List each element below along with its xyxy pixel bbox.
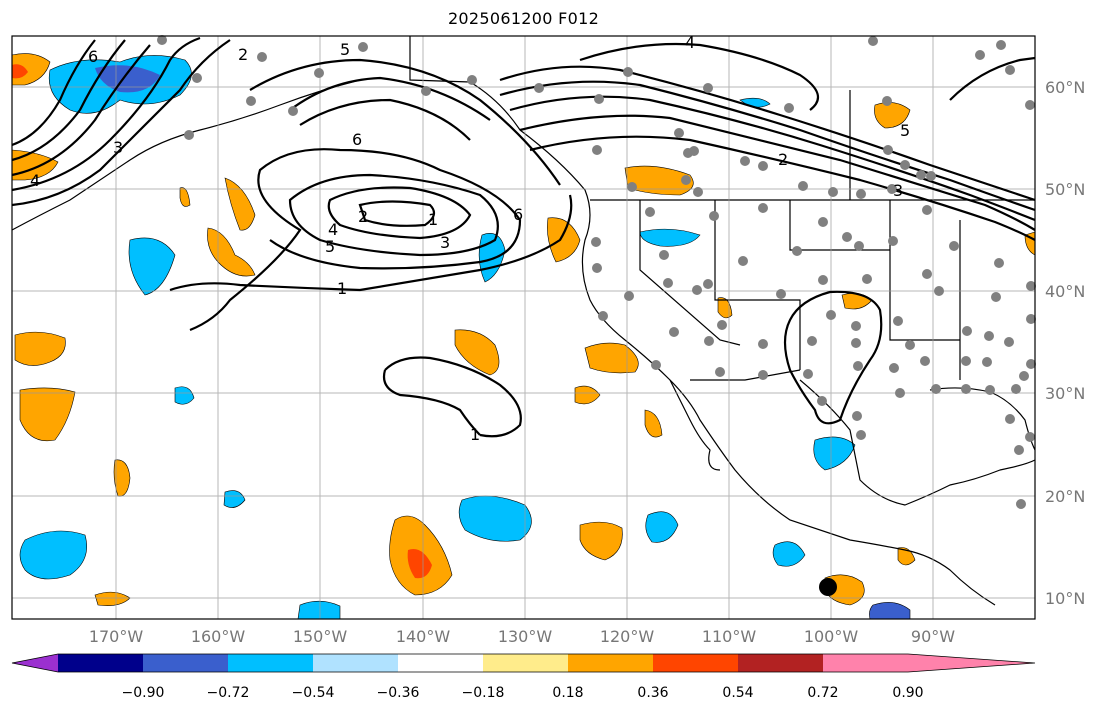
contour-label: 4 xyxy=(328,220,338,239)
colorbar-tick: −0.18 xyxy=(462,685,505,701)
contour-label: 1 xyxy=(337,279,347,298)
lon-label: 150°W xyxy=(293,627,348,646)
colorbar-tick: 0.72 xyxy=(807,685,838,701)
coastlines xyxy=(11,36,1036,606)
colorbar-segment xyxy=(143,654,229,672)
contour-labels: 6 5 4 3 2 1 6 5 4 3 2 1 1 6 5 4 3 2 xyxy=(30,33,910,444)
colorbar-extend-min xyxy=(12,654,58,672)
lon-label: 160°W xyxy=(191,627,246,646)
contour-label: 2 xyxy=(778,150,788,169)
colorbar-tick: 0.18 xyxy=(552,685,583,701)
lat-label: 20°N xyxy=(1045,487,1085,506)
colorbar-segment xyxy=(738,654,824,672)
lat-label: 10°N xyxy=(1045,589,1085,608)
longitude-labels: 170°W 160°W 150°W 140°W 130°W 120°W 110°… xyxy=(89,627,955,646)
contour-label: 6 xyxy=(88,47,98,66)
station-dots xyxy=(157,35,1036,509)
colorbar-tick: 0.90 xyxy=(892,685,923,701)
contour-lines xyxy=(11,36,1036,438)
shaded-anomalies xyxy=(11,53,1036,620)
colorbar-segment xyxy=(228,654,314,672)
lat-label: 60°N xyxy=(1045,78,1085,97)
lon-label: 100°W xyxy=(804,627,859,646)
colorbar-segment xyxy=(58,654,144,672)
contour-label: 2 xyxy=(238,45,248,64)
contour-label: 5 xyxy=(340,40,350,59)
contour-label: 3 xyxy=(893,181,903,200)
contour-label: 3 xyxy=(440,233,450,252)
colorbar: −0.90 −0.72 −0.54 −0.36 −0.18 0.18 0.36 … xyxy=(11,653,1036,701)
colorbar-segment xyxy=(483,654,569,672)
colorbar-extend-max xyxy=(908,654,1035,672)
lon-label: 90°W xyxy=(911,627,955,646)
contour-label: 2 xyxy=(358,207,368,226)
colorbar-segment xyxy=(313,654,399,672)
lat-label: 40°N xyxy=(1045,282,1085,301)
contour-label: 6 xyxy=(352,130,362,149)
map-title: 2025061200 F012 xyxy=(447,9,600,28)
contour-label: 4 xyxy=(685,33,695,52)
latitude-labels: 60°N 50°N 40°N 30°N 20°N 10°N xyxy=(1045,78,1085,608)
contour-label: 5 xyxy=(900,121,910,140)
contour-label: 1 xyxy=(428,210,438,229)
contour-label: 3 xyxy=(113,138,123,157)
lat-label: 50°N xyxy=(1045,180,1085,199)
colorbar-segment xyxy=(823,654,909,672)
lon-label: 120°W xyxy=(600,627,655,646)
contour-label: 5 xyxy=(325,237,335,256)
colorbar-tick: −0.54 xyxy=(292,685,335,701)
colorbar-tick: 0.36 xyxy=(637,685,668,701)
colorbar-segment xyxy=(568,654,654,672)
contour-label: 6 xyxy=(513,205,523,224)
contour-label: 4 xyxy=(30,171,40,190)
marker-dot xyxy=(819,578,837,596)
lon-label: 140°W xyxy=(396,627,451,646)
colorbar-segment xyxy=(398,654,484,672)
lon-label: 110°W xyxy=(702,627,757,646)
lat-label: 30°N xyxy=(1045,384,1085,403)
colorbar-tick: −0.90 xyxy=(122,685,165,701)
colorbar-outline xyxy=(11,653,1036,673)
contour-label: 1 xyxy=(470,425,480,444)
colorbar-tick: −0.36 xyxy=(377,685,420,701)
colorbar-segment xyxy=(653,654,739,672)
lon-label: 130°W xyxy=(498,627,553,646)
colorbar-tick: 0.54 xyxy=(722,685,753,701)
map-frame xyxy=(11,35,1036,620)
lon-label: 170°W xyxy=(89,627,144,646)
colorbar-tick: −0.72 xyxy=(207,685,250,701)
